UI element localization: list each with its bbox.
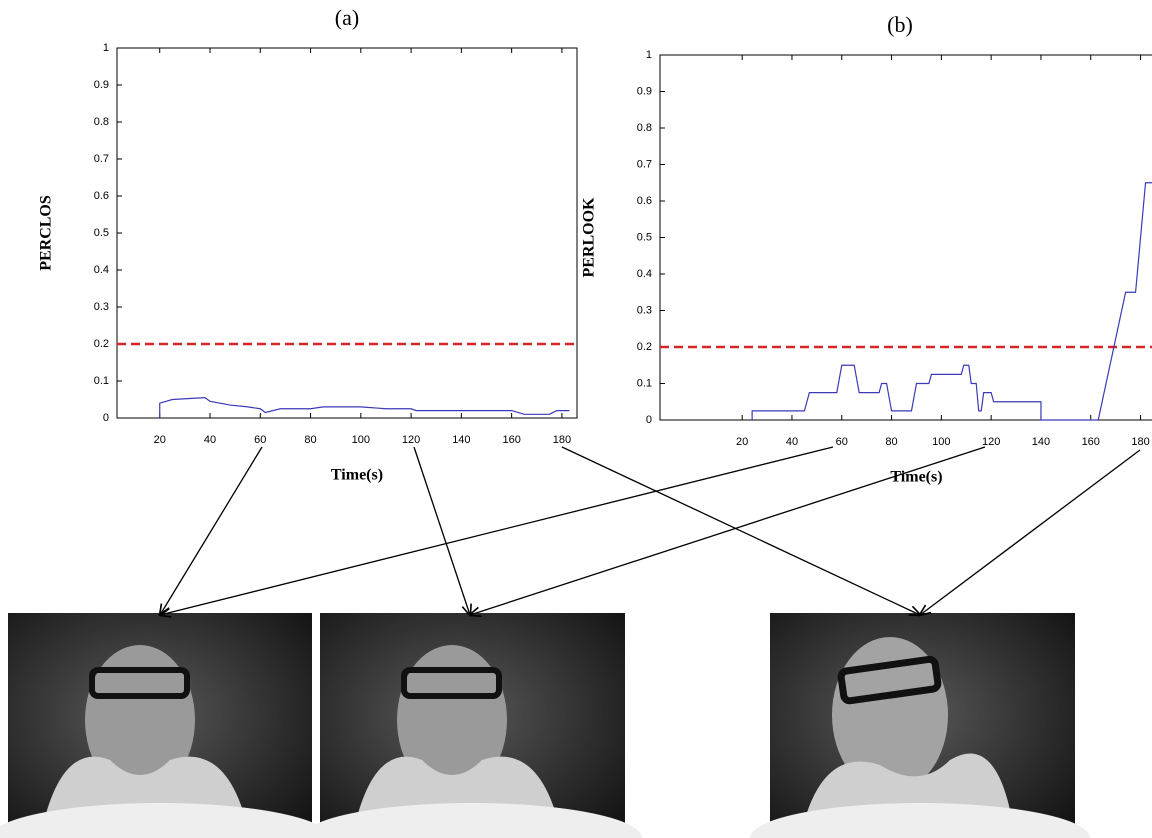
x-tick-label: 180 xyxy=(1131,436,1149,448)
y-axis-label: PERLOOK xyxy=(581,197,598,278)
x-tick-label: 60 xyxy=(836,436,848,448)
arrow xyxy=(561,446,920,615)
y-axis-label: PERCLOS xyxy=(38,195,55,271)
y-tick-label: 0.5 xyxy=(94,227,109,239)
y-tick-label: 0.9 xyxy=(94,79,109,91)
chart: (a) PERCLOS Time(s) 0 0.1 0.2 0.3 0.4 0.5 0.6 0.7 0… xyxy=(38,5,578,484)
y-tick-label: 0.6 xyxy=(94,190,109,202)
y-tick-label: 0.2 xyxy=(637,341,652,353)
y-tick-label: 0.1 xyxy=(637,377,652,389)
x-tick-label: 60 xyxy=(254,434,266,446)
y-tick-label: 0.4 xyxy=(637,268,652,280)
x-tick-label: 120 xyxy=(402,434,420,446)
x-tick-label: 140 xyxy=(452,434,470,446)
y-tick-label: 1 xyxy=(646,49,652,61)
x-tick-label: 160 xyxy=(502,434,520,446)
chart-title: (a) xyxy=(335,5,359,30)
y-tick-label: 0.8 xyxy=(94,116,109,128)
photos xyxy=(0,613,1090,838)
chart: (b) PERLOOK Time(s) 0 0.1 0.2 0.3 0.4 0.5 0.6 0.7 0… xyxy=(581,12,1152,486)
x-axis-label: Time(s) xyxy=(890,469,942,486)
y-tick-label: 0.5 xyxy=(637,231,652,243)
photo xyxy=(302,613,642,838)
y-tick-label: 0.6 xyxy=(637,195,652,207)
plot-frame xyxy=(659,54,1152,421)
y-tick-label: 0.1 xyxy=(94,375,109,387)
y-tick-label: 0.3 xyxy=(637,304,652,316)
arrow xyxy=(160,446,263,615)
x-axis-label: Time(s) xyxy=(331,467,383,484)
y-tick-label: 1 xyxy=(103,42,109,54)
photo xyxy=(0,613,330,838)
x-tick-label: 180 xyxy=(553,434,571,446)
arrow xyxy=(413,446,470,615)
x-tick-label: 40 xyxy=(786,436,798,448)
arrow xyxy=(470,446,986,615)
x-tick-label: 80 xyxy=(885,436,897,448)
y-tick-label: 0.3 xyxy=(94,301,109,313)
y-tick-label: 0.7 xyxy=(637,158,652,170)
x-tick-label: 20 xyxy=(154,434,166,446)
y-tick-label: 0.7 xyxy=(94,153,109,165)
x-tick-label: 20 xyxy=(736,436,748,448)
chart-title: (b) xyxy=(887,12,913,37)
y-tick-label: 0.9 xyxy=(637,85,652,97)
x-tick-label: 40 xyxy=(204,434,216,446)
arrow xyxy=(920,449,1141,615)
arrow xyxy=(160,446,834,615)
y-tick-label: 0 xyxy=(103,412,109,424)
plot-frame xyxy=(116,47,578,419)
y-tick-label: 0.4 xyxy=(94,264,109,276)
data-line xyxy=(751,182,1152,421)
y-tick-label: 0.2 xyxy=(94,338,109,350)
y-tick-label: 0 xyxy=(646,414,652,426)
y-tick-label: 0.8 xyxy=(637,122,652,134)
x-tick-label: 120 xyxy=(982,436,1000,448)
photo xyxy=(750,613,1090,838)
x-tick-label: 160 xyxy=(1082,436,1100,448)
x-tick-label: 100 xyxy=(352,434,370,446)
x-tick-label: 80 xyxy=(304,434,316,446)
x-tick-label: 100 xyxy=(932,436,950,448)
data-line xyxy=(159,397,570,418)
arrows xyxy=(160,446,1141,615)
x-tick-label: 140 xyxy=(1032,436,1050,448)
